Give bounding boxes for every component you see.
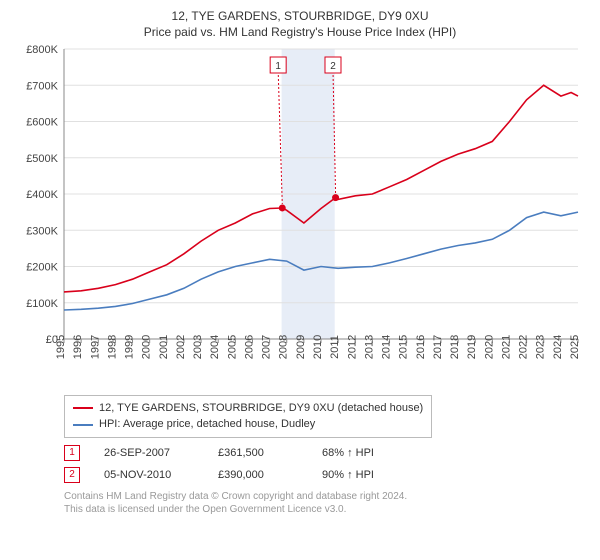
x-tick-label: 1997 bbox=[89, 335, 101, 359]
x-tick-label: 2003 bbox=[192, 335, 204, 359]
transaction-date: 26-SEP-2007 bbox=[104, 442, 194, 464]
transaction-row: 2 05-NOV-2010 £390,000 90% ↑ HPI bbox=[64, 464, 590, 486]
x-tick-label: 2018 bbox=[449, 335, 461, 359]
footer-attribution: Contains HM Land Registry data © Crown c… bbox=[64, 490, 590, 516]
transaction-delta: 90% ↑ HPI bbox=[322, 464, 374, 486]
x-tick-label: 2017 bbox=[432, 335, 444, 359]
x-tick-label: 2010 bbox=[312, 335, 324, 359]
x-tick-label: 2014 bbox=[381, 335, 393, 359]
transaction-delta: 68% ↑ HPI bbox=[322, 442, 374, 464]
y-tick-label: £700K bbox=[26, 80, 58, 92]
legend-swatch bbox=[73, 407, 93, 409]
tx-badge-label-2: 2 bbox=[330, 61, 336, 72]
price-chart-svg: £0£100K£200K£300K£400K£500K£600K£700K£80… bbox=[10, 43, 590, 391]
x-tick-label: 1998 bbox=[106, 335, 118, 359]
x-tick-label: 2000 bbox=[141, 335, 153, 359]
x-tick-label: 2005 bbox=[226, 335, 238, 359]
tx-point-1 bbox=[279, 204, 286, 211]
legend-row: 12, TYE GARDENS, STOURBRIDGE, DY9 0XU (d… bbox=[73, 400, 423, 417]
transaction-date: 05-NOV-2010 bbox=[104, 464, 194, 486]
legend-label: 12, TYE GARDENS, STOURBRIDGE, DY9 0XU (d… bbox=[99, 400, 423, 417]
y-tick-label: £400K bbox=[26, 189, 58, 201]
transaction-price: £361,500 bbox=[218, 442, 298, 464]
x-tick-label: 1995 bbox=[55, 335, 67, 359]
x-tick-label: 1996 bbox=[72, 335, 84, 359]
x-tick-label: 1999 bbox=[124, 335, 136, 359]
x-tick-label: 2012 bbox=[346, 335, 358, 359]
x-tick-label: 2016 bbox=[415, 335, 427, 359]
x-tick-label: 2008 bbox=[278, 335, 290, 359]
tx-badge-label-1: 1 bbox=[275, 61, 281, 72]
footer-line-1: Contains HM Land Registry data © Crown c… bbox=[64, 490, 590, 503]
transactions-table: 1 26-SEP-2007 £361,500 68% ↑ HPI 2 05-NOV-201… bbox=[64, 438, 590, 490]
tx-point-2 bbox=[332, 194, 339, 201]
y-tick-label: £300K bbox=[26, 225, 58, 237]
x-tick-label: 2001 bbox=[158, 335, 170, 359]
chart-subtitle: Price paid vs. HM Land Registry's House … bbox=[10, 25, 590, 39]
transaction-row: 1 26-SEP-2007 £361,500 68% ↑ HPI bbox=[64, 442, 590, 464]
y-tick-label: £800K bbox=[26, 44, 58, 56]
y-tick-label: £200K bbox=[26, 261, 58, 273]
y-tick-label: £100K bbox=[26, 298, 58, 310]
y-tick-label: £600K bbox=[26, 116, 58, 128]
x-tick-label: 2020 bbox=[483, 335, 495, 359]
x-tick-label: 2025 bbox=[569, 335, 581, 359]
transaction-badge: 1 bbox=[64, 445, 80, 461]
x-tick-label: 2023 bbox=[535, 335, 547, 359]
chart-area: £0£100K£200K£300K£400K£500K£600K£700K£80… bbox=[10, 43, 590, 391]
legend-label: HPI: Average price, detached house, Dudl… bbox=[99, 416, 315, 433]
x-tick-label: 2009 bbox=[295, 335, 307, 359]
transaction-price: £390,000 bbox=[218, 464, 298, 486]
legend-swatch bbox=[73, 424, 93, 426]
chart-title: 12, TYE GARDENS, STOURBRIDGE, DY9 0XU bbox=[10, 8, 590, 25]
x-tick-label: 2015 bbox=[398, 335, 410, 359]
x-tick-label: 2013 bbox=[363, 335, 375, 359]
footer-line-2: This data is licensed under the Open Gov… bbox=[64, 503, 590, 516]
y-tick-label: £500K bbox=[26, 153, 58, 165]
x-tick-label: 2024 bbox=[552, 335, 564, 359]
x-tick-label: 2002 bbox=[175, 335, 187, 359]
transaction-badge: 2 bbox=[64, 467, 80, 483]
x-tick-label: 2007 bbox=[261, 335, 273, 359]
x-tick-label: 2004 bbox=[209, 335, 221, 359]
x-tick-label: 2022 bbox=[518, 335, 530, 359]
x-tick-label: 2019 bbox=[466, 335, 478, 359]
legend: 12, TYE GARDENS, STOURBRIDGE, DY9 0XU (d… bbox=[64, 395, 432, 438]
x-tick-label: 2006 bbox=[243, 335, 255, 359]
legend-row: HPI: Average price, detached house, Dudl… bbox=[73, 416, 423, 433]
x-tick-label: 2021 bbox=[500, 335, 512, 359]
x-tick-label: 2011 bbox=[329, 335, 341, 359]
